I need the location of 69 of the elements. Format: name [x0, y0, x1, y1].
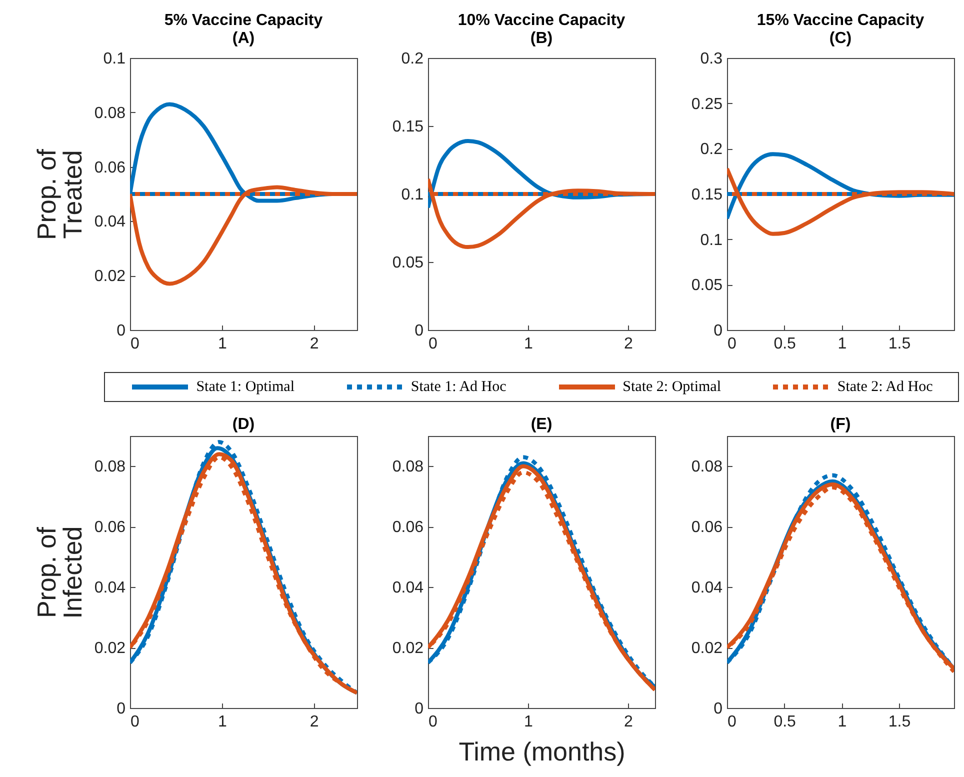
x-tick-label: 1.5 [888, 336, 911, 352]
y-axis-title: Prop. of Infected [31, 526, 88, 619]
x-tick-label: 0 [728, 714, 736, 730]
x-tick-label: 0.5 [774, 336, 796, 352]
y-tick-label: 0.08 [94, 104, 126, 122]
y-tick-label: 0.08 [392, 458, 424, 476]
y-tick-label: 0.02 [392, 640, 424, 658]
y-tick-label: 0.06 [94, 159, 126, 176]
y-tick-label: 0.05 [392, 254, 424, 272]
x-tick-label: 0.5 [774, 714, 796, 730]
legend-label: State 1: Ad Hoc [410, 378, 506, 396]
x-tick-label: 0 [130, 714, 140, 730]
y-tick-label: 0.04 [94, 214, 126, 231]
y-tick-label: 0 [714, 700, 723, 718]
x-tick-label: 1.5 [888, 714, 911, 730]
x-tick-label: 1 [524, 336, 534, 352]
x-tick-label: 0 [728, 336, 736, 352]
chart-subtitle: (C) [829, 30, 852, 47]
y-tick-label: 0.02 [94, 268, 126, 286]
y-tick-label: 0.08 [691, 458, 723, 476]
x-tick-label: 1 [218, 714, 227, 730]
x-tick-label: 2 [624, 714, 634, 730]
y-tick-label: 0 [714, 322, 723, 340]
x-tick-label: 0 [428, 336, 438, 352]
y-tick-label: 0 [116, 700, 126, 718]
legend-label: State 2: Optimal [622, 378, 721, 396]
chart-title: 15% Vaccine Capacity [756, 12, 924, 29]
y-tick-label: 0 [414, 700, 424, 718]
y-tick-label: 0.04 [691, 580, 723, 597]
y-tick-label: 0.3 [700, 50, 723, 68]
chart-title: (E) [530, 416, 552, 433]
y-tick-label: 0.2 [700, 141, 723, 158]
y-tick-label: 0 [116, 322, 126, 340]
legend-label: State 2: Ad Hoc [837, 378, 933, 396]
y-tick-label: 0.1 [103, 50, 126, 68]
y-tick-label: 0.15 [392, 118, 424, 136]
chart-title: (D) [232, 416, 255, 433]
x-tick-label: 2 [310, 336, 319, 352]
y-tick-label: 0.06 [691, 519, 723, 536]
x-tick-label: 2 [310, 714, 319, 730]
y-axis-title: Prop. of Treated [31, 148, 88, 240]
y-tick-label: 0.04 [392, 580, 424, 597]
y-tick-label: 0.08 [94, 458, 126, 476]
y-tick-label: 0.06 [392, 519, 424, 536]
chart-subtitle: (A) [232, 30, 255, 47]
legend-label: State 1: Optimal [196, 378, 295, 396]
chart-title: 10% Vaccine Capacity [458, 12, 626, 29]
chart-subtitle: (B) [530, 30, 553, 47]
chart-title: 5% Vaccine Capacity [164, 12, 323, 29]
y-tick-label: 0.02 [691, 640, 723, 658]
y-tick-label: 0.25 [691, 96, 723, 113]
y-tick-label: 0.2 [401, 50, 424, 68]
y-tick-label: 0.02 [94, 640, 126, 658]
x-axis-title: Time (months) [458, 736, 626, 766]
x-tick-label: 1 [524, 714, 534, 730]
y-tick-label: 0.1 [700, 232, 723, 249]
y-tick-label: 0.04 [94, 580, 126, 597]
y-tick-label: 0 [414, 322, 424, 340]
x-tick-label: 0 [130, 336, 140, 352]
y-tick-label: 0.15 [691, 186, 723, 204]
chart-title: (F) [830, 416, 851, 433]
x-tick-label: 1 [218, 336, 227, 352]
x-tick-label: 2 [624, 336, 634, 352]
y-tick-label: 0.06 [94, 519, 126, 536]
x-tick-label: 1 [838, 336, 847, 352]
x-tick-label: 1 [838, 714, 847, 730]
y-tick-label: 0.05 [691, 277, 723, 294]
y-tick-label: 0.1 [401, 186, 424, 204]
x-tick-label: 0 [428, 714, 438, 730]
